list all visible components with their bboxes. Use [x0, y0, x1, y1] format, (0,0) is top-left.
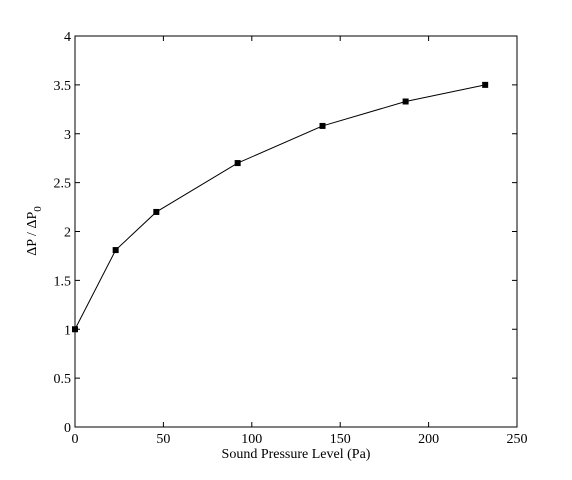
data-marker: [234, 160, 241, 167]
y-tick-label: 0.5: [54, 372, 72, 387]
y-tick-label: 2.5: [54, 177, 72, 192]
y-tick-label: 3: [64, 128, 71, 143]
x-tick-label: 50: [156, 432, 170, 447]
x-tick-label: 200: [418, 432, 439, 447]
y-tick-label: 1: [64, 323, 71, 338]
y-tick-label: 4: [64, 30, 71, 45]
x-tick-label: 250: [507, 432, 528, 447]
data-marker: [402, 98, 409, 105]
x-tick-label: 100: [241, 432, 262, 447]
y-tick-label: 3.5: [54, 79, 72, 94]
data-marker: [482, 81, 489, 88]
data-marker: [72, 326, 78, 333]
y-axis-label-main: ΔP / ΔP: [25, 212, 40, 256]
data-marker: [153, 208, 160, 215]
y-tick-label: 1.5: [54, 274, 72, 289]
y-axis-label-sub: 0: [32, 206, 44, 212]
y-tick-label: 2: [64, 226, 71, 241]
data-marker: [112, 247, 119, 254]
x-tick-label: 0: [72, 432, 79, 447]
y-axis-label: ΔP / ΔP0: [25, 206, 44, 256]
x-axis-label: Sound Pressure Level (Pa): [222, 447, 371, 462]
plot-frame: [74, 35, 518, 428]
x-tick-label: 150: [330, 432, 351, 447]
y-tick-label: 0: [64, 421, 71, 436]
data-line: [74, 84, 486, 330]
data-marker: [319, 122, 326, 129]
